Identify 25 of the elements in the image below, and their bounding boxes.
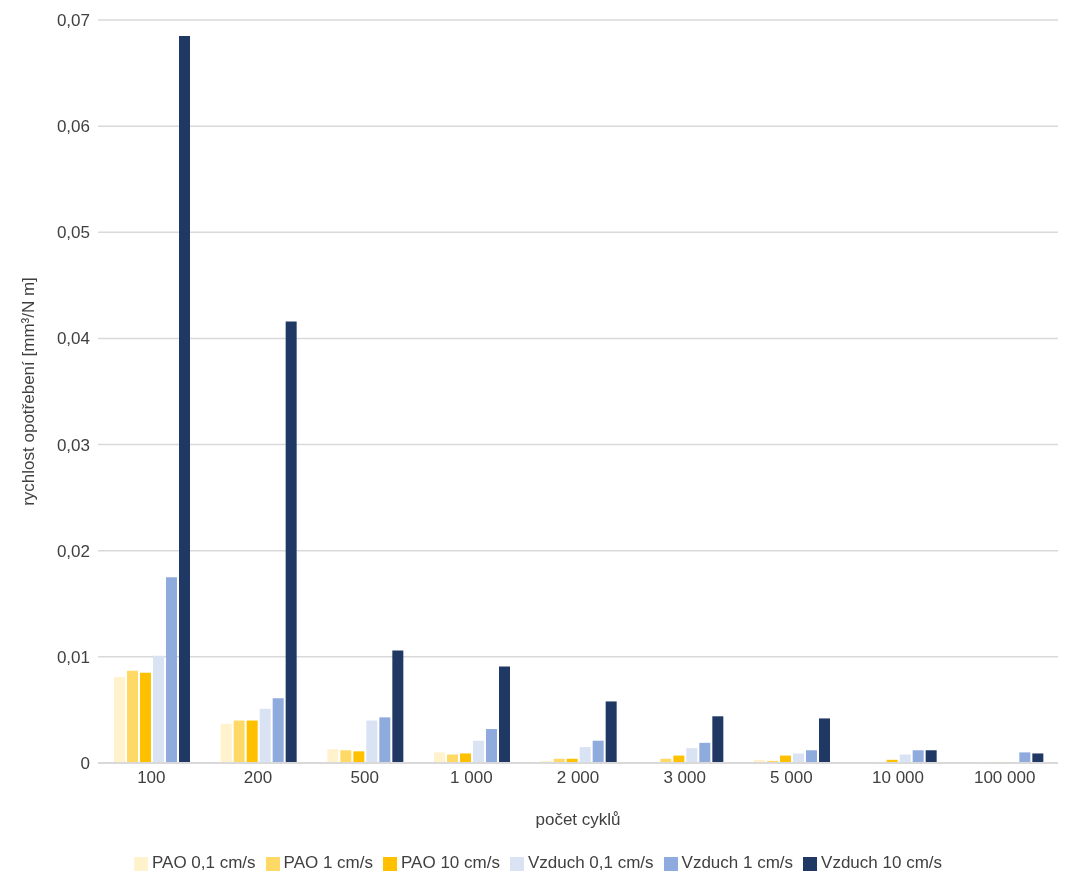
legend-label: Vzduch 0,1 cm/s — [527, 853, 654, 872]
legend-label: PAO 1 cm/s — [283, 853, 374, 872]
x-axis-title: počet cyklů — [535, 810, 621, 829]
y-tick-label: 0,04 — [56, 329, 90, 349]
x-tick-label: 100 000 — [973, 768, 1036, 788]
legend-label: PAO 10 cm/s — [401, 853, 500, 872]
x-tick-label: 2 000 — [556, 768, 600, 788]
y-tick-label: 0,07 — [56, 11, 90, 31]
x-tick-label: 1 000 — [450, 768, 493, 788]
legend-label: Vzduch 1 cm/s — [681, 853, 794, 872]
y-tick-label: 0,02 — [56, 541, 90, 561]
legend-label: Vzduch 10 cm/s — [821, 853, 943, 872]
y-tick-label: 0,03 — [56, 435, 90, 455]
x-tick-label: 5 000 — [770, 768, 813, 788]
x-tick-label: 500 — [350, 768, 379, 788]
y-tick-label: 0,01 — [56, 647, 90, 667]
x-tick-label: 100 — [137, 768, 166, 788]
y-tick-label: 0,06 — [56, 117, 90, 137]
y-tick-label: 0,05 — [56, 223, 90, 243]
y-axis-title: rychlost opotřebení [mm³/N m] — [19, 277, 39, 506]
legend-label: PAO 0,1 cm/s — [151, 853, 256, 872]
x-tick-label: 200 — [243, 768, 273, 788]
x-tick-label: 10 000 — [872, 768, 924, 788]
x-tick-label: 3 000 — [663, 768, 706, 788]
y-tick-label: 0 — [80, 754, 90, 774]
